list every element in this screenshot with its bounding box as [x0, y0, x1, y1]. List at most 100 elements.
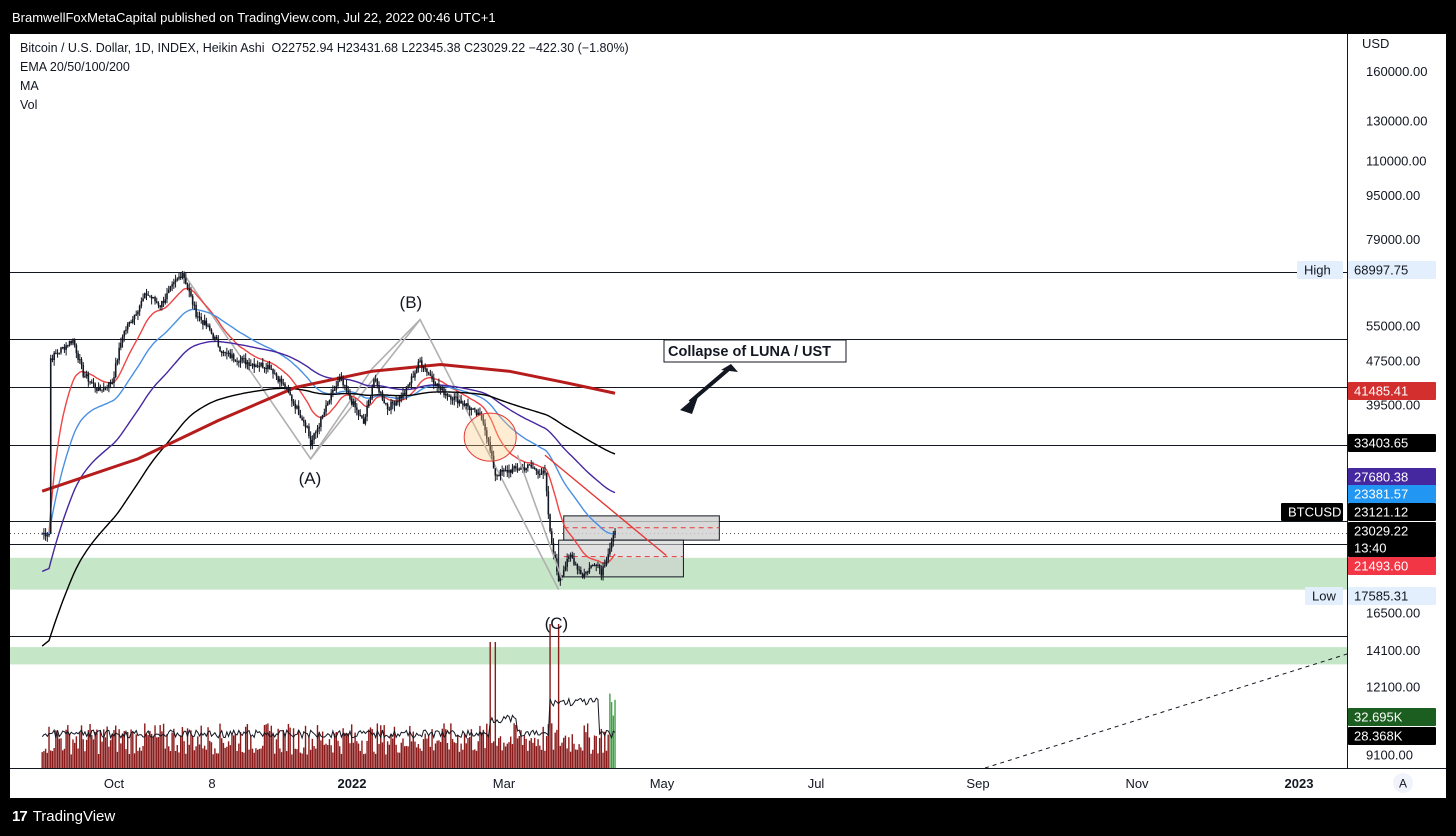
volume-bar — [426, 738, 428, 768]
candle-body — [544, 470, 546, 473]
candle-body — [414, 372, 416, 378]
candle-body — [190, 291, 192, 297]
volume-bar — [592, 749, 594, 768]
volume-bar — [265, 724, 267, 768]
volume-bar — [44, 748, 47, 768]
chart-panel[interactable]: (A) (B) (C) Collapse of LUNA / UST 160000.00… — [10, 34, 1446, 798]
candle-body — [75, 345, 78, 354]
candle-body — [280, 378, 283, 384]
tradingview-logo[interactable]: 17 TradingView — [12, 808, 115, 825]
candle-body — [562, 570, 565, 576]
legend-vol[interactable]: Vol — [20, 98, 38, 112]
candle-body — [593, 564, 596, 566]
candle-body — [564, 566, 567, 571]
volume-bar — [569, 751, 572, 768]
candle-body — [554, 555, 556, 559]
volume-bar — [274, 753, 276, 768]
candle-body — [108, 382, 110, 388]
candle-body — [94, 383, 96, 389]
candle-body — [68, 341, 71, 346]
volume-bar — [103, 729, 105, 768]
price-label-box — [1348, 503, 1436, 521]
volume-bar — [516, 738, 519, 768]
volume-bar — [287, 723, 290, 768]
luna-highlight-circle — [463, 412, 517, 462]
candle-body — [292, 401, 295, 404]
price-tick-label: 47500.00 — [1366, 353, 1420, 368]
volume-bar — [518, 735, 520, 768]
candle-body — [44, 533, 47, 537]
candle-body — [373, 379, 375, 388]
volume-bar — [345, 734, 348, 768]
candle-body — [65, 345, 67, 350]
candle-body — [580, 570, 582, 575]
candle-body — [250, 365, 252, 367]
volume-bar — [96, 729, 98, 768]
candle-body — [453, 396, 456, 400]
candle-body — [316, 428, 319, 432]
legend-symbol-row[interactable]: Bitcoin / U.S. Dollar, 1D, INDEX, Heikin… — [20, 39, 629, 58]
volume-bar — [77, 748, 79, 768]
volume-bar — [552, 749, 555, 768]
volume-bar — [357, 743, 360, 768]
volume-bar — [174, 751, 177, 768]
price-label-value: 68997.75 — [1354, 263, 1408, 278]
volume-bar — [135, 734, 137, 768]
volume-bar — [335, 732, 337, 768]
candle-body — [614, 530, 616, 536]
volume-bar — [475, 750, 478, 768]
candle-body — [455, 396, 457, 398]
volume-bar — [448, 749, 450, 768]
candle-body — [366, 406, 368, 417]
candle-body — [145, 293, 148, 295]
volume-bar — [433, 750, 435, 768]
candle-body — [219, 346, 221, 352]
candle-body — [391, 401, 394, 404]
candle-body — [448, 395, 450, 397]
volume-bar — [417, 744, 420, 768]
volume-bar — [291, 754, 293, 768]
volume-bar — [173, 728, 175, 768]
volume-bar — [224, 747, 226, 768]
volume-bar — [373, 751, 375, 768]
volume-bar — [97, 754, 100, 768]
volume-bar — [145, 733, 148, 768]
volume-bar — [557, 624, 560, 768]
candle-body — [173, 282, 175, 285]
candle-body — [590, 565, 592, 568]
volume-bar — [605, 750, 608, 768]
candle-body — [496, 475, 498, 477]
volume-bar — [51, 751, 54, 768]
legend-ohlc: O22752.94 H23431.68 L22345.38 C23029.22 … — [271, 41, 629, 55]
volume-bar — [451, 739, 454, 768]
candle-body — [244, 358, 247, 365]
volume-bar — [530, 738, 532, 768]
price-tick-label: 79000.00 — [1366, 232, 1420, 247]
candle-body — [299, 414, 302, 418]
candle-body — [176, 278, 179, 281]
candle-body — [226, 352, 228, 354]
price-label-value: 27680.38 — [1354, 470, 1408, 485]
candle-body — [217, 339, 220, 347]
price-label-tag: Low — [1312, 589, 1336, 604]
candle-body — [462, 403, 464, 405]
volume-bar — [568, 737, 570, 768]
candle-body — [451, 399, 454, 401]
volume-bar — [99, 730, 102, 768]
legend-ma[interactable]: MA — [20, 79, 39, 93]
price-chart[interactable]: (A) (B) (C) Collapse of LUNA / UST 160000.00… — [10, 34, 1446, 798]
volume-bar — [67, 725, 69, 768]
candle-body — [43, 533, 45, 535]
candle-body — [335, 385, 338, 390]
volume-bar — [455, 743, 457, 768]
volume-bar — [458, 751, 461, 768]
candle-body — [70, 341, 73, 344]
candle-body — [253, 363, 256, 368]
volume-bar — [545, 736, 548, 768]
legend-ema[interactable]: EMA 20/50/100/200 — [20, 60, 130, 74]
candle-body — [164, 299, 167, 303]
candle-body — [301, 417, 303, 421]
volume-bar — [359, 750, 361, 768]
currency-label[interactable]: USD — [1362, 36, 1390, 51]
time-tick-label: 2023 — [1285, 776, 1314, 791]
